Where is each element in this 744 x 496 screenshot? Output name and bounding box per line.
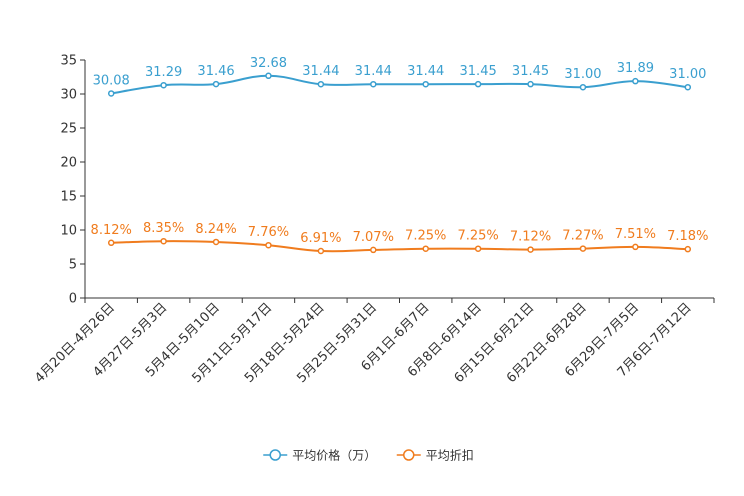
y-tick-label: 15 [60, 190, 77, 205]
legend-item-2[interactable]: 平均折扣 [396, 448, 474, 463]
data-point[interactable] [422, 245, 429, 252]
data-label: 7.18% [667, 229, 708, 244]
data-label: 31.45 [512, 64, 549, 79]
data-point[interactable] [422, 80, 429, 88]
data-point[interactable] [474, 245, 482, 252]
data-point[interactable] [107, 90, 115, 97]
y-tick-label: 0 [69, 292, 77, 307]
data-point[interactable] [370, 80, 377, 88]
legend-label: 平均折扣 [426, 448, 474, 463]
data-point[interactable] [527, 80, 534, 88]
data-label: 8.12% [91, 223, 132, 238]
y-tick-label: 25 [60, 122, 77, 137]
series-line [111, 74, 688, 95]
data-label: 7.27% [562, 229, 603, 244]
data-label: 30.08 [93, 73, 130, 88]
data-label: 31.45 [460, 64, 497, 79]
y-tick-label: 5 [69, 258, 77, 273]
legend-item-1[interactable]: 平均价格（万） [263, 448, 376, 463]
data-label: 6.91% [300, 231, 341, 246]
data-label: 7.07% [353, 230, 394, 245]
data-point[interactable] [212, 238, 220, 246]
data-label: 7.76% [248, 225, 289, 240]
data-label: 7.12% [510, 230, 551, 245]
data-label: 31.44 [355, 64, 392, 79]
data-label: 32.68 [250, 56, 287, 71]
y-tick-label: 35 [60, 54, 77, 69]
data-label: 31.44 [302, 64, 339, 79]
series-line [111, 240, 688, 253]
data-point[interactable] [370, 246, 377, 254]
y-tick-label: 30 [60, 88, 77, 103]
data-label: 31.00 [564, 67, 601, 82]
data-point[interactable] [684, 245, 692, 253]
data-point[interactable] [107, 239, 115, 247]
legend-label: 平均价格（万） [292, 448, 376, 463]
data-point[interactable] [265, 72, 272, 80]
data-point[interactable] [265, 241, 272, 249]
data-label: 31.29 [145, 65, 182, 80]
data-label: 7.25% [457, 229, 498, 244]
data-point[interactable] [632, 77, 639, 85]
data-label: 31.46 [197, 64, 234, 79]
data-label: 7.51% [615, 227, 656, 242]
data-label: 8.35% [143, 221, 184, 236]
data-label: 7.25% [405, 229, 446, 244]
data-point[interactable] [632, 243, 639, 251]
series-2: 8.12% 8.35% 8.24% 7.76% 6.91% 7.07% 7.25% 7.25%… [91, 221, 708, 255]
data-point[interactable] [212, 80, 220, 88]
y-tick-label: 10 [60, 224, 77, 239]
data-point[interactable] [579, 245, 587, 252]
data-point[interactable] [474, 80, 482, 88]
legend-marker-icon [269, 449, 281, 461]
data-point[interactable] [684, 83, 692, 91]
data-point[interactable] [527, 246, 534, 253]
y-tick-label: 20 [60, 156, 77, 171]
data-label: 31.00 [669, 67, 706, 82]
data-point[interactable] [317, 80, 325, 88]
data-point[interactable] [579, 83, 587, 91]
data-point[interactable] [317, 247, 325, 255]
legend-marker-icon [403, 449, 415, 461]
series-1: 30.08 31.29 31.46 32.68 31.44 31.44 31.44 31.45… [93, 56, 706, 97]
data-point[interactable] [160, 237, 167, 245]
data-label: 31.89 [617, 61, 654, 76]
data-point[interactable] [160, 81, 167, 89]
data-label: 31.44 [407, 64, 444, 79]
data-label: 8.24% [195, 222, 236, 237]
